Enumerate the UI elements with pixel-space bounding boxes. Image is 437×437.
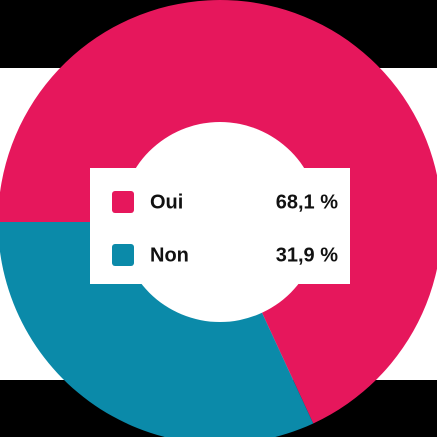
legend-swatch <box>112 191 134 213</box>
legend-label: Oui <box>150 191 183 213</box>
legend-swatch <box>112 244 134 266</box>
legend-label: Non <box>150 244 189 266</box>
legend-items: Oui 68,1 % Non 31,9 % <box>112 191 338 266</box>
legend <box>90 168 350 284</box>
value-label: 68,1 % <box>276 191 338 213</box>
value-label: 31,9 % <box>276 244 338 266</box>
